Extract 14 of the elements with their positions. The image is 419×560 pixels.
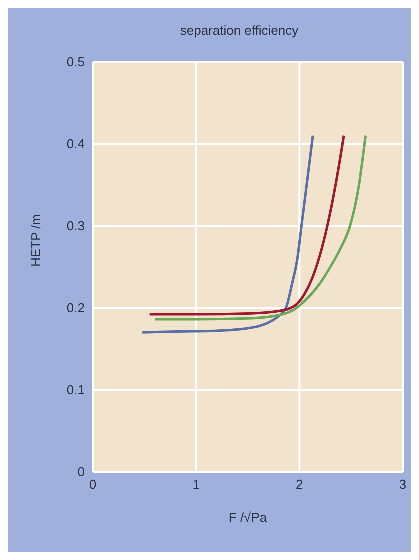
y-tick-label: 0.5 — [66, 54, 85, 70]
y-tick-label: 0.4 — [66, 136, 85, 152]
chart-title: separation efficiency — [179, 22, 300, 40]
x-tick-label: 2 — [296, 477, 304, 492]
x-tick-label: 1 — [192, 477, 200, 492]
x-tick-label: 3 — [399, 477, 407, 492]
y-tick-label: 0.1 — [66, 382, 85, 398]
x-tick-label: 0 — [89, 477, 97, 492]
line-series — [141, 134, 314, 334]
y-tick-label: 0.2 — [66, 300, 85, 316]
y-axis-title: HETP /m — [28, 214, 44, 267]
y-tick-label: 0 — [78, 464, 85, 480]
y-tick-label: 0.3 — [66, 218, 85, 234]
x-axis-title: F /√Pa — [228, 510, 268, 525]
